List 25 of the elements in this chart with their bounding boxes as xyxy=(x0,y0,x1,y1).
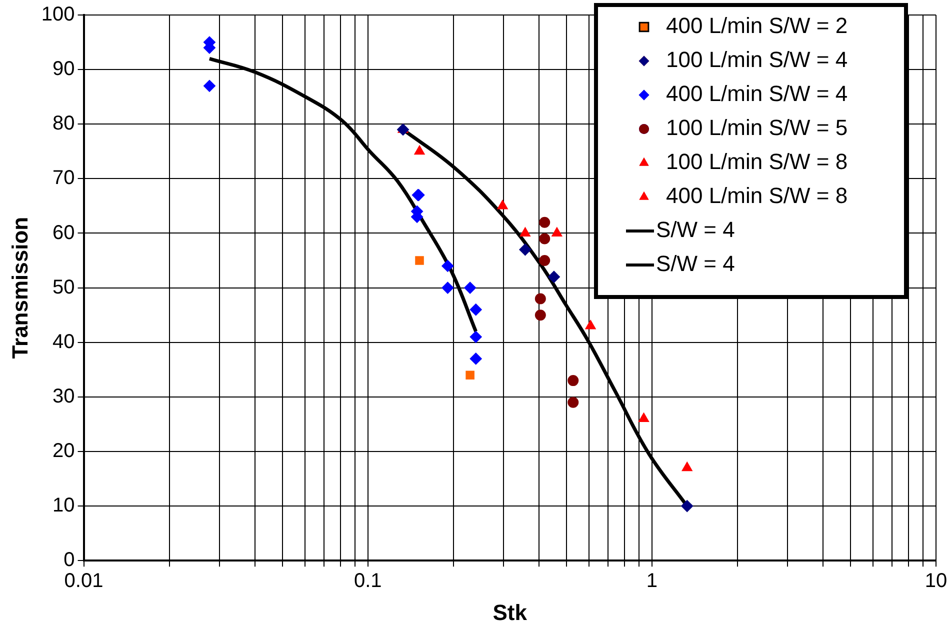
y-tick-label: 50 xyxy=(52,276,75,298)
x-axis-title: Stk xyxy=(492,600,528,625)
y-tick-label: 100 xyxy=(41,4,75,26)
legend-label: 400 L/min S/W = 4 xyxy=(666,81,848,106)
legend-label: 100 L/min S/W = 8 xyxy=(666,149,848,174)
y-axis-title: Transmission xyxy=(7,216,32,359)
y-tick-label: 30 xyxy=(52,385,75,408)
y-tick-label: 40 xyxy=(52,330,75,353)
legend-label: 400 L/min S/W = 2 xyxy=(666,13,848,38)
legend-label: 400 L/min S/W = 8 xyxy=(666,183,848,208)
y-tick-label: 20 xyxy=(52,440,75,462)
y-tick-label: 10 xyxy=(52,494,75,517)
y-tick-label: 0 xyxy=(64,549,75,572)
legend-label: 100 L/min S/W = 4 xyxy=(666,47,848,72)
legend-label: 100 L/min S/W = 5 xyxy=(666,115,848,140)
legend-label: S/W = 4 xyxy=(656,217,735,242)
x-tick-label: 10 xyxy=(924,570,948,592)
x-tick-label: 0.1 xyxy=(354,570,382,592)
y-tick-label: 90 xyxy=(52,58,75,80)
y-tick-label: 80 xyxy=(52,112,75,135)
y-tick-label: 60 xyxy=(52,222,75,244)
x-tick-label: 0.01 xyxy=(64,570,104,592)
y-tick-label: 70 xyxy=(52,167,75,190)
legend-label: S/W = 4 xyxy=(656,251,735,276)
x-tick-label: 1 xyxy=(646,570,658,592)
